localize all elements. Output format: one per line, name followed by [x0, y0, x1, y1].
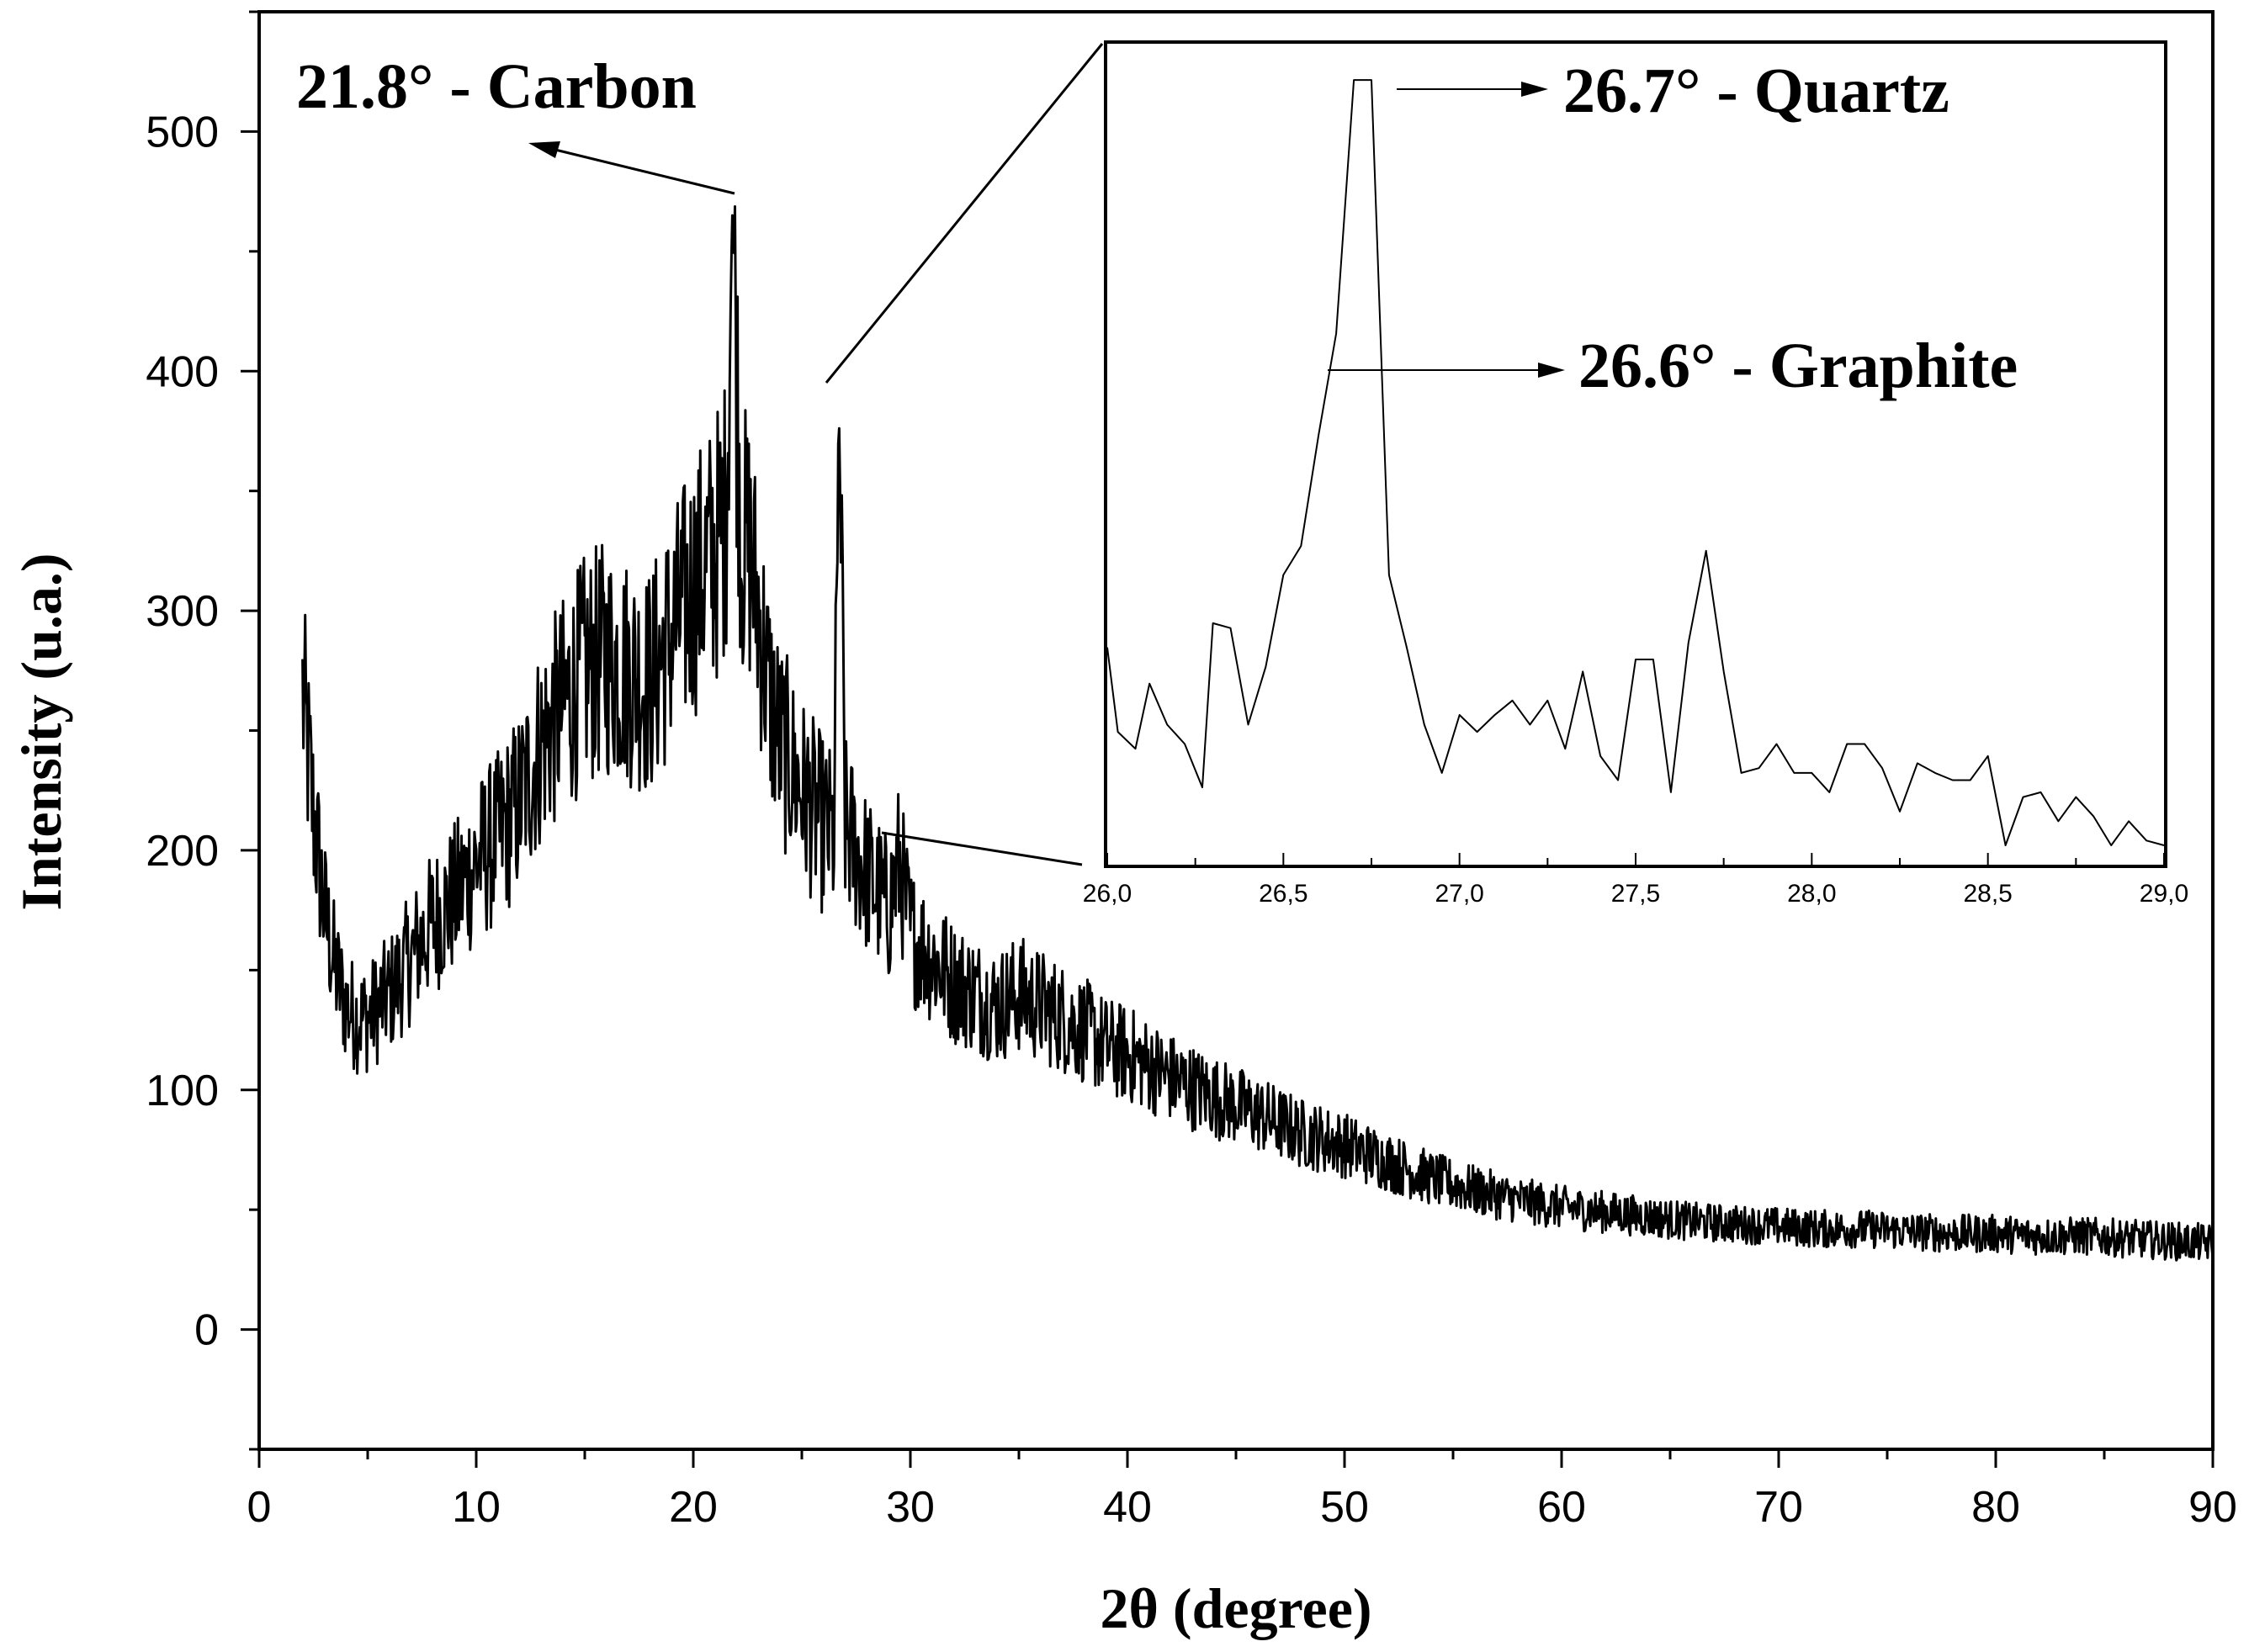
inset-x-tick-label: 29,0 — [2140, 880, 2188, 908]
y-tick-label: 0 — [194, 1306, 219, 1355]
carbon-annotation: 21.8° - Carbon — [296, 51, 735, 195]
x-tick-label: 20 — [669, 1483, 718, 1532]
quartz-annotation-label: 26.7° - Quartz — [1563, 56, 1949, 126]
zoom-connector-upper — [825, 43, 1104, 384]
x-axis-title: 2θ (degree) — [1100, 1576, 1371, 1640]
y-tick-label: 400 — [146, 347, 219, 396]
quartz-arrowhead — [1521, 82, 1548, 97]
x-tick-label: 80 — [1971, 1483, 2020, 1532]
y-tick-label: 300 — [146, 587, 219, 636]
x-tick-label: 40 — [1103, 1483, 1152, 1532]
graphite-annotation-label: 26.6° - Graphite — [1578, 331, 2018, 401]
x-tick-label: 10 — [452, 1483, 501, 1532]
x-axis: 0 10 20 30 40 50 60 70 80 90 — [247, 1449, 2237, 1532]
y-axis-title: Intensity (u.a.) — [9, 553, 73, 910]
x-tick-label: 70 — [1754, 1483, 1803, 1532]
x-tick-label: 0 — [247, 1483, 272, 1532]
carbon-arrowhead — [528, 141, 560, 158]
x-tick-label: 50 — [1320, 1483, 1369, 1532]
inset-x-tick-label: 27,5 — [1611, 880, 1660, 908]
carbon-annotation-label: 21.8° - Carbon — [296, 51, 697, 122]
y-tick-label: 100 — [146, 1067, 219, 1115]
inset-series-line — [1106, 79, 2165, 846]
x-tick-label: 90 — [2188, 1483, 2237, 1532]
y-axis: 0 100 200 300 400 500 — [146, 10, 259, 1451]
inset-frame — [1104, 40, 2167, 868]
inset-x-tick-label: 28,5 — [1963, 880, 2012, 908]
y-tick-label: 500 — [146, 108, 219, 156]
graphite-annotation: 26.6° - Graphite — [1328, 331, 2018, 401]
zoom-connector-lower — [881, 831, 1083, 866]
quartz-annotation: 26.7° - Quartz — [1397, 56, 1949, 126]
inset-x-tick-label: 26,0 — [1083, 880, 1132, 908]
y-tick-label: 200 — [146, 827, 219, 876]
inset-x-tick-label: 27,0 — [1435, 880, 1483, 908]
inset-x-tick-label: 28,0 — [1787, 880, 1836, 908]
graphite-arrowhead — [1538, 363, 1565, 378]
carbon-arrow-line — [554, 148, 735, 195]
inset-x-tick-label: 26,5 — [1259, 880, 1307, 908]
inset-x-axis: 26,0 26,5 27,0 27,5 28,0 28,5 29,0 — [1083, 853, 2188, 908]
inset-chart: 26,0 26,5 27,0 27,5 28,0 28,5 29,0 26.7° - Qua… — [1083, 40, 2188, 908]
x-tick-label: 30 — [886, 1483, 935, 1532]
main-series-line — [301, 205, 2215, 1262]
x-tick-label: 60 — [1537, 1483, 1586, 1532]
